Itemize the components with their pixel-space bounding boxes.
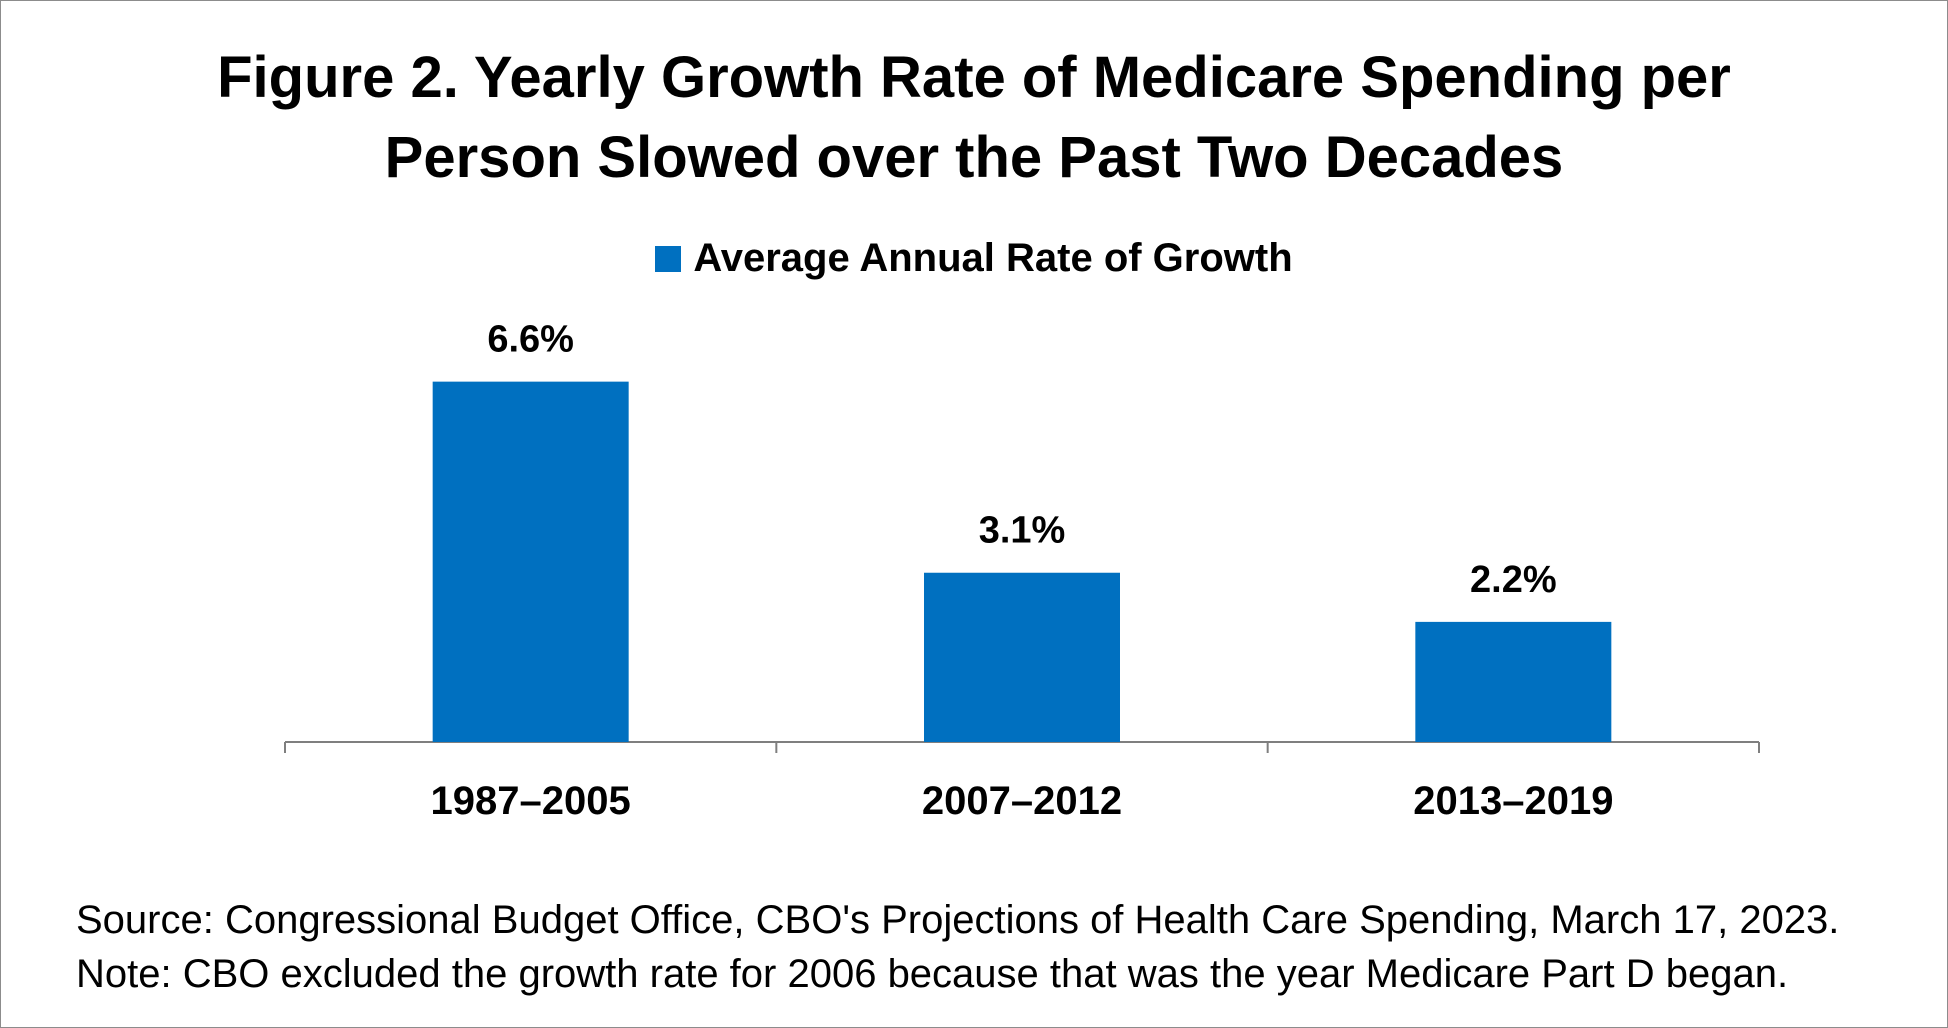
- chart-title: Figure 2. Yearly Growth Rate of Medicare…: [0, 38, 1948, 198]
- bar-1: [432, 381, 629, 742]
- footnote-note: Note: CBO excluded the growth rate for 2…: [76, 952, 1789, 996]
- x-tick-label-2: 2007–2012: [922, 779, 1122, 823]
- x-tick-label-1: 1987–2005: [431, 779, 631, 823]
- x-tick-label-3: 2013–2019: [1413, 779, 1613, 823]
- chart-title-line-1: Figure 2. Yearly Growth Rate of Medicare…: [217, 45, 1731, 110]
- bar-3: [1415, 621, 1612, 742]
- bar-2: [924, 572, 1120, 742]
- chart-title-line-2: Person Slowed over the Past Two Decades: [384, 125, 1564, 190]
- source-note: Source: Congressional Budget Office, CBO…: [76, 898, 1840, 942]
- data-label-3: 2.2%: [1470, 559, 1557, 601]
- data-label-2: 3.1%: [979, 510, 1066, 552]
- legend-swatch: [655, 245, 682, 272]
- data-label-1: 6.6%: [487, 319, 574, 361]
- legend-label: Average Annual Rate of Growth: [693, 236, 1293, 280]
- chart-legend: Average Annual Rate of Growth: [0, 236, 1948, 281]
